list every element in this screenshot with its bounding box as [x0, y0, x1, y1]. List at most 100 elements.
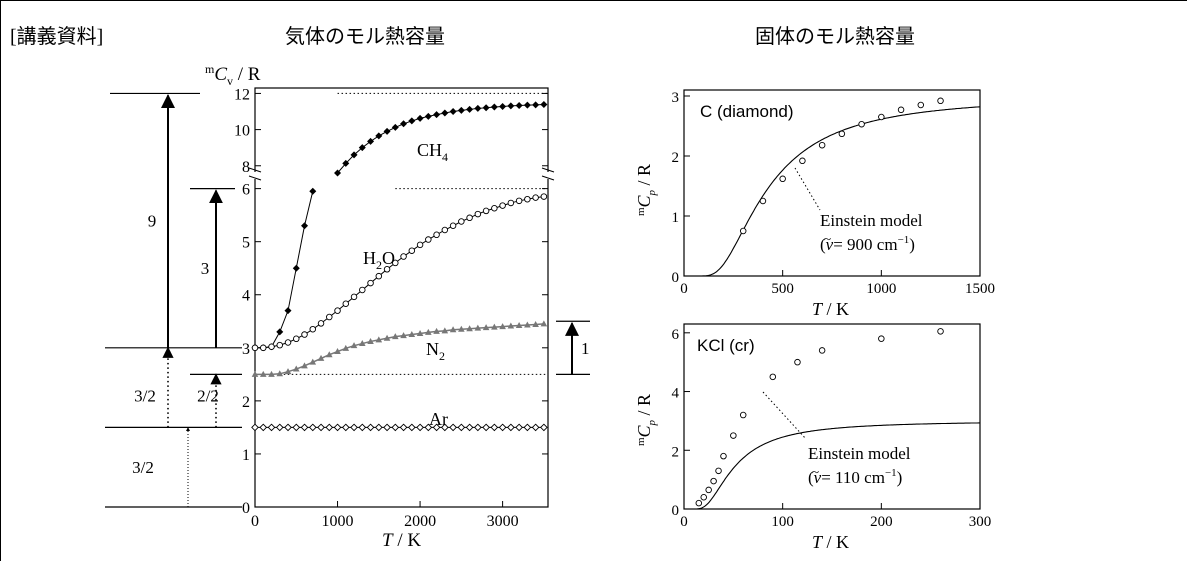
gas-y-tick-label: 2 — [242, 394, 250, 411]
diamond-data-point — [917, 101, 925, 109]
diamond-y-tick-label: 0 — [672, 270, 680, 286]
data-point-filled-diamond — [391, 123, 399, 131]
diamond-annotation-pointer — [794, 167, 821, 211]
data-point-triangle — [325, 351, 333, 358]
data-point-triangle — [441, 327, 449, 334]
kcl-annotation-line1: Einstein model — [808, 444, 911, 463]
diamond-data-point — [759, 197, 767, 205]
series-line-H2O (low T) — [255, 191, 314, 349]
data-point-filled-diamond — [292, 264, 300, 272]
diamond-x-tick-label: 1000 — [866, 281, 896, 297]
gas-y-tick-label: 5 — [242, 235, 250, 252]
data-point-triangle — [342, 344, 350, 351]
data-point-open-circle — [260, 344, 267, 352]
data-point-open-circle — [507, 199, 515, 207]
data-point-open-diamond — [374, 423, 383, 432]
data-point-open-circle — [309, 325, 317, 333]
kcl-data-point — [705, 486, 712, 494]
kcl-y-axis-label: mCp / R — [634, 394, 658, 446]
kcl-x-tick-label: 200 — [870, 514, 893, 530]
data-point-open-circle — [251, 344, 259, 352]
data-point-filled-diamond — [367, 137, 375, 145]
kcl-data-point — [878, 335, 885, 342]
data-point-open-diamond — [540, 423, 548, 432]
data-point-open-circle — [532, 194, 539, 201]
slide-tag: [講義資料] — [10, 26, 104, 48]
data-point-triangle — [482, 324, 490, 331]
data-point-filled-diamond — [342, 159, 350, 167]
data-point-filled-diamond — [276, 328, 284, 336]
ar-label: Ar — [429, 409, 448, 429]
data-point-filled-diamond — [482, 104, 490, 112]
kcl-y-tick-label: 6 — [672, 327, 680, 343]
data-point-open-diamond — [251, 423, 259, 432]
data-point-open-diamond — [383, 423, 391, 432]
gas-y-axis-label: mCv / R — [205, 62, 261, 88]
right-level-arrow-label: 1 — [581, 339, 590, 358]
gas-x-axis-label: T / K — [382, 530, 421, 551]
data-point-triangle — [400, 332, 407, 339]
data-point-triangle — [309, 358, 317, 365]
data-point-triangle — [507, 322, 515, 329]
data-point-open-diamond — [440, 423, 449, 432]
data-point-open-circle — [515, 197, 523, 205]
data-point-open-circle — [392, 259, 399, 267]
level-arrow-label: 3 — [201, 259, 210, 278]
data-point-open-circle — [367, 279, 374, 287]
gas-x-tick-label: 2000 — [404, 513, 436, 530]
series-line-H2O — [255, 196, 544, 349]
kcl-data-point — [818, 347, 826, 354]
gas-y-tick-label: 6 — [242, 182, 250, 199]
data-point-triangle — [425, 328, 432, 335]
data-point-triangle — [499, 323, 506, 330]
data-point-filled-diamond — [400, 120, 408, 128]
data-point-open-circle — [334, 307, 341, 314]
data-point-triangle — [433, 327, 440, 334]
data-point-triangle — [317, 354, 325, 361]
data-point-open-circle — [433, 231, 440, 239]
data-point-open-circle — [499, 202, 506, 209]
diamond-y-tick-label: 2 — [672, 150, 680, 166]
data-point-open-diamond — [515, 423, 523, 432]
data-point-triangle — [408, 331, 416, 338]
data-point-open-diamond — [482, 423, 490, 432]
kcl-tilde: ~ — [812, 464, 819, 479]
gas-lower-frame — [254, 177, 549, 508]
data-point-triangle — [292, 365, 300, 372]
diamond-data-point — [818, 141, 826, 149]
data-point-open-diamond — [317, 423, 325, 432]
level-arrow-label: 2/2 — [197, 387, 219, 406]
kcl-frame — [683, 323, 981, 510]
data-point-open-circle — [383, 266, 391, 273]
data-point-filled-diamond — [301, 222, 309, 230]
kcl-x-tick-label: 0 — [680, 514, 688, 530]
gas-section-title: 気体のモル熱容量 — [285, 26, 445, 48]
data-point-triangle — [540, 320, 548, 327]
data-point-open-circle — [524, 195, 531, 203]
data-point-filled-diamond — [490, 103, 498, 111]
data-point-triangle — [416, 329, 424, 336]
data-point-filled-diamond — [408, 117, 416, 125]
gas-y-tick-label: 10 — [234, 123, 250, 140]
data-point-filled-diamond — [499, 102, 507, 110]
data-point-triangle — [301, 362, 308, 369]
data-point-open-diamond — [432, 423, 441, 432]
diamond-einstein-curve — [685, 106, 981, 277]
diamond-annotation-line1: Einstein model — [820, 211, 923, 230]
data-point-open-diamond — [449, 423, 457, 432]
data-point-open-circle — [441, 226, 449, 234]
data-point-filled-diamond — [466, 105, 474, 113]
data-point-filled-diamond — [532, 101, 540, 109]
data-point-open-diamond — [275, 423, 284, 432]
data-point-open-diamond — [366, 423, 375, 432]
diamond-x-tick-label: 1500 — [965, 281, 995, 297]
kcl-data-point — [730, 432, 737, 439]
data-point-triangle — [532, 320, 539, 327]
data-point-filled-diamond — [284, 307, 292, 315]
data-point-filled-diamond — [523, 101, 531, 109]
axis-break-mark — [541, 167, 555, 173]
gas-x-tick-label: 1000 — [322, 513, 354, 530]
data-point-open-diamond — [308, 423, 317, 432]
kcl-y-tick-label: 2 — [672, 444, 680, 460]
